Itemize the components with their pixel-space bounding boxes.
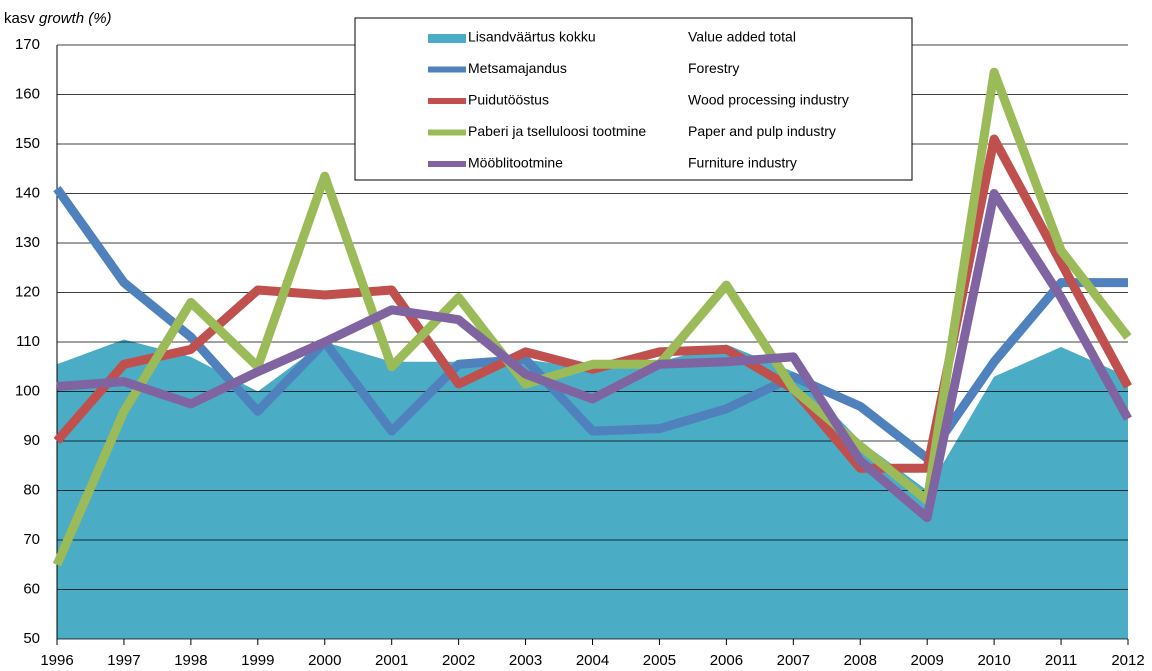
x-tick-label: 2005 <box>643 652 676 669</box>
x-tick-label: 2000 <box>308 652 341 669</box>
x-tick-label: 1996 <box>40 652 73 669</box>
y-label-main: kasv <box>4 10 35 27</box>
x-tick-label: 2011 <box>1045 652 1077 669</box>
y-tick-label: 160 <box>15 85 40 102</box>
legend-label: Puidutööstus <box>468 92 549 108</box>
legend-label-en: Furniture industry <box>688 155 797 171</box>
legend: Lisandväärtus kokku Value added total Mets… <box>354 17 913 181</box>
x-tick-label: 2006 <box>710 652 743 669</box>
x-tick-label: 2012 <box>1111 652 1144 669</box>
y-tick-label: 70 <box>23 531 40 548</box>
y-tick-label: 140 <box>15 184 40 201</box>
y-tick-label: 50 <box>23 630 40 647</box>
x-tick-label: 2004 <box>576 652 609 669</box>
y-tick-label: 60 <box>23 580 40 597</box>
legend-label: Paberi ja tselluloosi tootmine <box>468 123 646 139</box>
y-tick-label: 100 <box>15 382 40 399</box>
legend-label-en: Wood processing industry <box>688 92 849 108</box>
x-tick-label: 2009 <box>911 652 944 669</box>
x-tick-label: 1998 <box>174 652 207 669</box>
line <box>56 189 1132 523</box>
x-tick-label: 1997 <box>107 652 140 669</box>
y-axis-label: kasv growth (%) <box>4 10 112 27</box>
x-tick-label: 2002 <box>442 652 475 669</box>
y-tick-label: 120 <box>15 283 40 300</box>
legend-label: Mööblitootmine <box>468 155 563 171</box>
x-tick-label: 2008 <box>844 652 877 669</box>
x-tick-label: 2010 <box>977 652 1010 669</box>
legend-label-en: Value added total <box>688 29 796 45</box>
y-tick-label: 130 <box>15 234 40 251</box>
x-tick-label: 2003 <box>509 652 542 669</box>
y-tick-label: 150 <box>15 135 40 152</box>
y-tick-label: 170 <box>15 36 40 53</box>
legend-swatch <box>428 34 466 43</box>
legend-label: Lisandväärtus kokku <box>468 29 596 45</box>
legend-label-en: Forestry <box>688 60 739 76</box>
x-tick-label: 2007 <box>777 652 810 669</box>
area <box>57 339 1128 639</box>
y-tick-label: 80 <box>23 481 40 498</box>
legend-label: Metsamajandus <box>468 60 567 76</box>
x-tick-label: 2001 <box>375 652 408 669</box>
y-tick-label: 110 <box>16 333 40 350</box>
line <box>52 67 1132 567</box>
x-tick-label: 1999 <box>241 652 274 669</box>
y-label-italic: growth (%) <box>39 10 112 27</box>
y-tick-label: 90 <box>23 432 40 449</box>
legend-label-en: Paper and pulp industry <box>688 123 836 139</box>
